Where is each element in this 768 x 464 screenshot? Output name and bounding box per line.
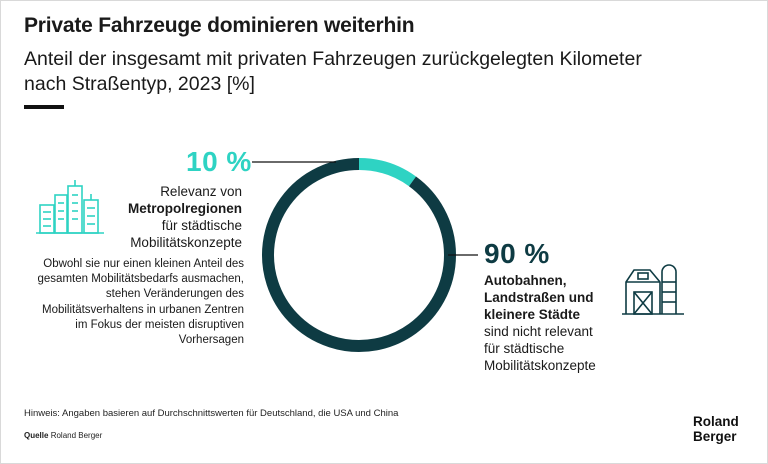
brand-line-2: Berger — [693, 429, 737, 444]
brand-logo: Roland Berger — [693, 414, 739, 444]
city-skyline-icon — [36, 180, 104, 234]
right-label-bold-1: Autobahnen, — [484, 273, 567, 288]
left-description: Obwohl sie nur einen kleinen Anteil des … — [37, 258, 244, 347]
left-label-line-3: für städtische — [161, 218, 242, 233]
source-line: Quelle Roland Berger — [24, 431, 102, 440]
left-category-label: Relevanz von Metropolregionen für städti… — [100, 183, 242, 251]
donut-slice-90 — [262, 158, 456, 352]
farm-barn-icon — [622, 264, 684, 315]
brand-line-1: Roland — [693, 414, 739, 429]
right-label-bold-3: kleinere Städte — [484, 307, 581, 322]
footnote: Hinweis: Angaben basieren auf Durchschni… — [24, 408, 399, 419]
left-label-line-4: Mobilitätskonzepte — [130, 235, 242, 250]
subtitle-line-2: nach Straßentyp, 2023 [%] — [24, 73, 255, 95]
donut-slice-10 — [358, 158, 417, 187]
right-label-bold-2: Landstraßen und — [484, 290, 594, 305]
value-label-10: 10 % — [186, 146, 252, 177]
right-label-line-5: für städtische — [484, 341, 565, 356]
chart-title: Private Fahrzeuge dominieren weiterhin — [24, 14, 415, 37]
right-label-line-6: Mobilitätskonzepte — [484, 358, 596, 373]
subtitle-line-1: Anteil der insgesamt mit privaten Fahrze… — [24, 48, 642, 70]
source-label: Quelle — [24, 431, 49, 440]
value-label-90: 90 % — [484, 238, 550, 269]
title-underline — [24, 105, 64, 109]
right-category-label: Autobahnen, Landstraßen und kleinere Stä… — [484, 272, 664, 374]
left-label-line-1: Relevanz von — [160, 184, 242, 199]
chart-subtitle: Anteil der insgesamt mit privaten Fahrze… — [24, 47, 704, 97]
left-label-bold: Metropolregionen — [128, 201, 242, 216]
donut-chart — [262, 158, 456, 352]
source-value: Roland Berger — [50, 431, 103, 440]
right-label-line-4: sind nicht relevant — [484, 324, 593, 339]
